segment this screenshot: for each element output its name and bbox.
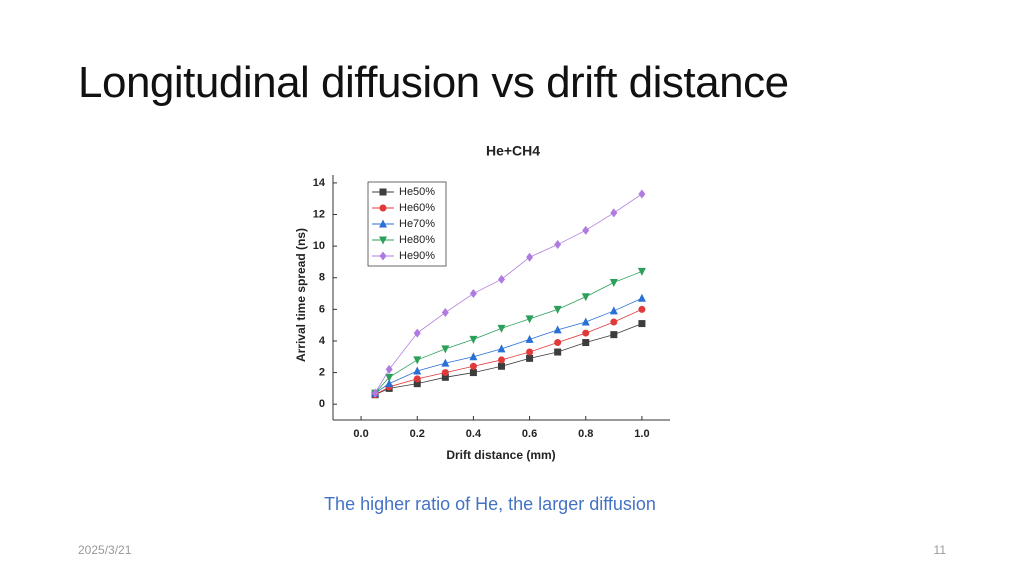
y-tick-label: 4 [319, 335, 326, 347]
data-point [581, 293, 590, 302]
x-tick-label: 1.0 [634, 428, 649, 440]
data-point [554, 339, 562, 347]
data-point [413, 375, 421, 383]
data-point [413, 380, 421, 388]
x-tick-label: 0.2 [410, 428, 425, 440]
data-point [441, 369, 449, 377]
legend-marker [379, 236, 387, 245]
x-tick-label: 0.6 [522, 428, 537, 440]
data-point [469, 362, 477, 370]
data-point [469, 352, 478, 361]
data-point [526, 354, 534, 362]
data-point [441, 358, 450, 367]
data-point [497, 344, 506, 353]
data-point [609, 278, 618, 287]
caption: The higher ratio of He, the larger diffu… [324, 494, 656, 514]
data-point [413, 356, 422, 365]
data-point [638, 305, 646, 313]
data-point [582, 329, 590, 337]
legend-marker [379, 251, 387, 261]
data-point [637, 293, 646, 302]
data-point [582, 339, 590, 347]
page-number: 11 [933, 543, 946, 557]
x-tick-label: 0.4 [466, 428, 482, 440]
data-point [525, 334, 534, 343]
legend-label: He50% [399, 186, 435, 198]
y-axis-label: Arrival time spread (ns) [294, 228, 308, 362]
data-point [413, 366, 422, 375]
data-point [553, 305, 562, 314]
data-point [385, 379, 394, 388]
y-tick-label: 12 [313, 208, 325, 220]
data-point [554, 348, 562, 356]
legend-label: He70% [399, 218, 435, 230]
data-point [554, 240, 562, 250]
data-point [413, 328, 421, 338]
data-point [441, 308, 449, 318]
data-point [610, 208, 618, 218]
y-tick-label: 8 [319, 272, 325, 284]
date: 2025/3/21 [78, 543, 132, 557]
x-tick-label: 0.0 [353, 428, 368, 440]
data-point [469, 369, 477, 377]
data-point [610, 331, 618, 339]
data-point [498, 356, 505, 364]
data-point [526, 348, 534, 356]
data-point [498, 362, 505, 370]
x-tick-label: 0.8 [578, 428, 593, 440]
legend-marker [379, 188, 387, 196]
y-tick-label: 6 [319, 303, 325, 315]
data-point [469, 289, 477, 299]
data-point [525, 315, 534, 324]
y-tick-label: 2 [319, 366, 325, 378]
data-point [498, 274, 505, 284]
legend-marker [379, 219, 387, 228]
data-point [638, 320, 646, 328]
data-point [469, 335, 478, 344]
data-point [581, 317, 590, 326]
y-tick-label: 0 [319, 398, 325, 410]
y-tick-label: 10 [313, 240, 325, 252]
y-tick-label: 14 [313, 177, 326, 189]
data-point [553, 325, 562, 334]
data-point [610, 318, 618, 326]
data-point [609, 306, 618, 315]
data-point [441, 345, 450, 354]
data-point [385, 373, 394, 382]
data-point [385, 364, 393, 374]
legend-label: He90% [399, 250, 435, 262]
legend-marker [379, 204, 387, 212]
data-point [637, 267, 646, 276]
slide-title: Longitudinal diffusion vs drift distance [78, 58, 789, 107]
chart-title: He+CH4 [486, 143, 540, 159]
x-axis-label: Drift distance (mm) [446, 448, 555, 462]
data-point [441, 373, 449, 381]
legend-label: He60% [399, 202, 435, 214]
data-point [582, 225, 590, 235]
legend-label: He80% [399, 234, 435, 246]
data-point [497, 324, 506, 333]
data-point [526, 252, 534, 262]
data-point [371, 388, 379, 398]
data-point [638, 189, 646, 199]
